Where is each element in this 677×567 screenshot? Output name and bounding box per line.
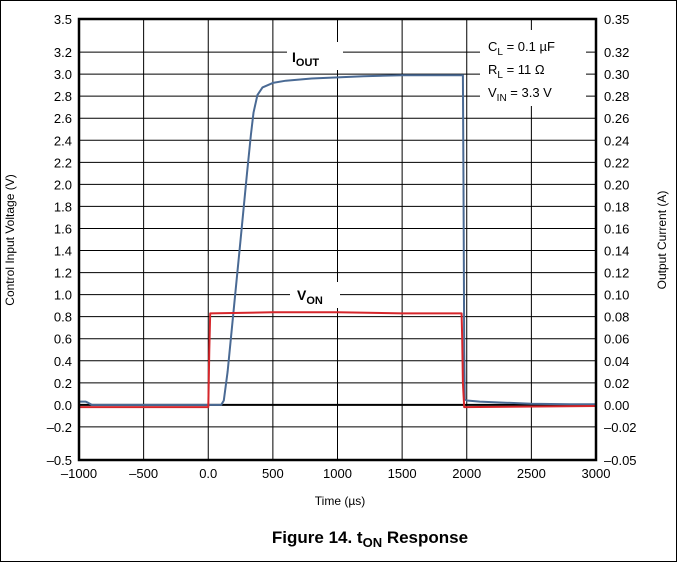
x-tick-label: 1500	[388, 466, 417, 481]
y-right-tick-label: 0.26	[604, 111, 629, 126]
y-left-tick-label: 1.8	[54, 199, 72, 214]
tick-labels: –1000 –500 0.0 500 1000 1500 2000 2500 3000 3.5 3.…	[47, 12, 637, 481]
y-left-tick-label: 3.2	[54, 45, 72, 60]
y-left-tick-label: –0.2	[47, 420, 72, 435]
y-left-tick-label: 2.0	[54, 177, 72, 192]
x-tick-label: 500	[262, 466, 284, 481]
y-right-tick-label: 0.28	[604, 89, 629, 104]
y-right-tick-label: 0.35	[604, 12, 629, 27]
y-left-tick-label: 2.4	[54, 133, 72, 148]
y-right-tick-label: 0.08	[604, 310, 629, 325]
y-left-tick-label: 1.4	[54, 244, 72, 259]
y-left-tick-label: 0.8	[54, 310, 72, 325]
series-label-iout-sub: OUT	[296, 57, 320, 69]
y-right-tick-label: –0.02	[604, 420, 637, 435]
y-right-tick-label: 0.24	[604, 133, 629, 148]
x-tick-label: –1000	[61, 466, 97, 481]
series-line-von	[79, 311, 597, 409]
series-line-iout	[79, 74, 596, 406]
y-right-tick-label: 0.00	[604, 398, 629, 413]
y-left-tick-label: 0.2	[54, 376, 72, 391]
y-left-tick-label: 1.2	[54, 266, 72, 281]
y-axis-right-label: Output Current (A)	[655, 191, 669, 290]
annotation-cl: CL = 0.1 µF	[488, 39, 555, 58]
series-label-von-sub: ON	[306, 295, 323, 307]
x-tick-label: 0.0	[199, 466, 217, 481]
x-tick-label: –500	[129, 466, 158, 481]
y-right-tick-label: 0.32	[604, 45, 629, 60]
x-tick-label: 2000	[452, 466, 481, 481]
annotation-vin: VIN = 3.3 V	[488, 85, 552, 104]
plot-border	[77, 17, 598, 462]
x-tick-label: 1000	[323, 466, 352, 481]
y-right-tick-label: 0.12	[604, 266, 629, 281]
y-left-tick-label: 2.8	[54, 89, 72, 104]
y-right-tick-label: 0.18	[604, 199, 629, 214]
y-right-tick-label: 0.14	[604, 244, 629, 259]
series-label-iout-main: I	[292, 49, 296, 65]
y-right-tick-label: 0.10	[604, 288, 629, 303]
y-left-tick-label: 0.0	[54, 398, 72, 413]
y-right-tick-label: 0.22	[604, 155, 629, 170]
y-right-tick-label: 0.30	[604, 67, 629, 82]
figure-caption: Figure 14. tON Response	[272, 528, 468, 550]
y-left-tick-label: 2.2	[54, 155, 72, 170]
annotation-block: CL = 0.1 µF RL = 11 Ω VIN = 3.3 V	[480, 30, 586, 106]
y-right-tick-label: 0.20	[604, 177, 629, 192]
y-axis-left-label: Control Input Voltage (V)	[3, 174, 17, 305]
annotation-rl: RL = 11 Ω	[488, 62, 545, 81]
x-axis-label: Time (µs)	[315, 494, 365, 508]
y-left-tick-label: 3.0	[54, 67, 72, 82]
svg-text:IOUT: IOUT	[292, 49, 319, 69]
y-left-tick-label: 1.6	[54, 221, 72, 236]
y-left-tick-label: 2.6	[54, 111, 72, 126]
series-label-von-main: V	[297, 287, 307, 303]
y-left-tick-label: 0.6	[54, 332, 72, 347]
series-lines	[79, 74, 597, 409]
y-right-tick-label: 0.04	[604, 354, 629, 369]
y-left-tick-label: 3.5	[54, 12, 72, 27]
x-tick-label: 2500	[517, 466, 546, 481]
x-tick-label: 3000	[582, 466, 611, 481]
series-label-von: VON	[290, 282, 340, 308]
y-right-tick-label: –0.05	[604, 453, 637, 468]
y-right-tick-label: 0.06	[604, 332, 629, 347]
y-right-tick-label: 0.16	[604, 221, 629, 236]
y-left-tick-label: 0.4	[54, 354, 72, 369]
series-label-iout: IOUT	[287, 42, 343, 70]
y-left-tick-label: –0.5	[47, 453, 72, 468]
svg-text:VON: VON	[297, 287, 323, 307]
y-left-tick-label: 1.0	[54, 288, 72, 303]
y-right-tick-label: 0.02	[604, 376, 629, 391]
